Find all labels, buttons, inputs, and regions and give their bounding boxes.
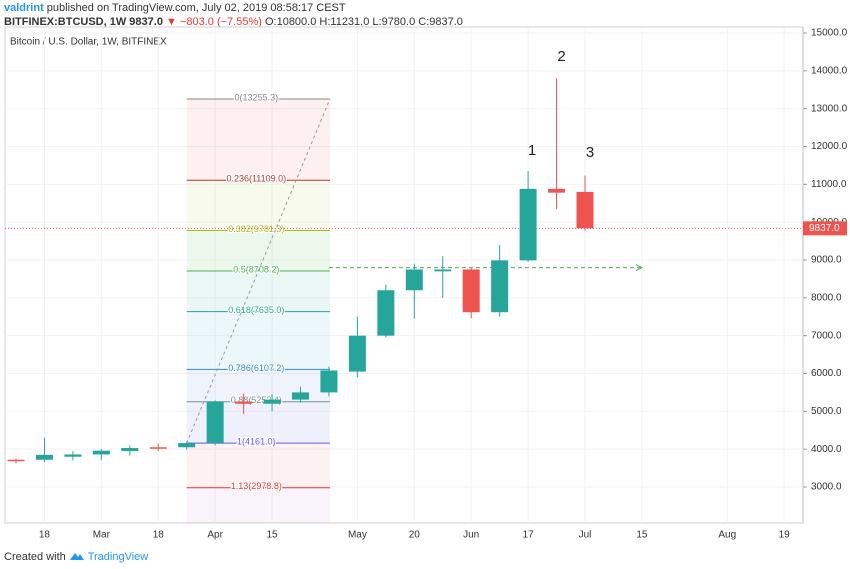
- x-tick-label: May: [348, 530, 367, 541]
- candle-body: [178, 443, 196, 448]
- candle-body: [292, 392, 309, 400]
- y-tick-label: 14000.0: [811, 65, 848, 76]
- fib-label: 0(13255.3): [235, 92, 279, 102]
- logo: [69, 553, 84, 560]
- created-with: Created with: [4, 551, 66, 563]
- y-tick-label: 7000.0: [811, 330, 842, 341]
- ohlc: O:10800.0 H:11231.0 L:9780.0 C:9837.0: [264, 16, 463, 28]
- fib-band: [186, 443, 330, 488]
- x-tick-label: Apr: [207, 530, 223, 541]
- x-tick-label: 15: [636, 530, 648, 541]
- fib-band: [186, 487, 330, 523]
- fib-label: 0.5(8708.2): [233, 264, 279, 274]
- x-tick-label: 18: [39, 530, 51, 541]
- x-tick-label: 19: [779, 530, 791, 541]
- y-tick-label: 15000.0: [811, 28, 848, 39]
- candle-body: [121, 448, 139, 452]
- candle-body: [35, 454, 53, 460]
- y-tick-label: 6000.0: [811, 368, 842, 379]
- y-tick-label: 3000.0: [811, 482, 842, 493]
- fib-band: [186, 230, 330, 272]
- fib-band: [186, 271, 330, 312]
- fib-band: [186, 99, 330, 181]
- change: ▼ −803.0 (−7.55%): [166, 16, 262, 28]
- symbol-line: BITFINEX:BTCUSD, 1W 9837.0 ▼ −803.0 (−7.…: [4, 16, 463, 28]
- x-tick-label: Aug: [718, 530, 736, 541]
- x-tick-label: 20: [409, 530, 421, 541]
- candle-body: [7, 459, 25, 462]
- fib-label: 0.382(9781.3): [228, 224, 284, 234]
- y-tick-label: 5000.0: [811, 406, 842, 417]
- candle-body: [235, 401, 253, 404]
- projection-arrowhead: [635, 264, 644, 272]
- fib-label: 1(4161.0): [237, 436, 276, 446]
- price: 9837.0: [129, 16, 163, 28]
- annotation: 1: [528, 142, 536, 159]
- fib-label: 0.236(11109.0): [226, 174, 286, 184]
- y-tick-label: 11000.0: [811, 179, 847, 190]
- y-tick-label: 8000.0: [811, 292, 842, 303]
- fib-label: 0.618(7635.0): [228, 305, 284, 315]
- y-tick-label: 13000.0: [811, 103, 848, 114]
- candle-body: [263, 399, 281, 404]
- candle-body: [348, 335, 366, 372]
- fib-label: 0.786(6107.2): [228, 363, 284, 373]
- x-tick-label: 17: [523, 530, 535, 541]
- author[interactable]: valdrint: [4, 2, 44, 14]
- fib-band: [186, 311, 330, 370]
- published: published on TradingView.com, July 02, 2…: [46, 2, 346, 14]
- candle-body: [377, 290, 395, 336]
- candle-body: [519, 188, 537, 261]
- x-tick-label: 15: [266, 530, 278, 541]
- fib-trend-line: [186, 98, 331, 444]
- x-tick-label: Jun: [463, 530, 479, 541]
- last-price-box: [803, 221, 847, 236]
- annotation: 2: [557, 48, 565, 65]
- candle-body: [405, 269, 423, 291]
- symbol: BITFINEX:BTCUSD, 1W: [4, 16, 127, 28]
- candle-body: [434, 269, 452, 272]
- candle-body: [576, 191, 594, 229]
- candle-body: [462, 269, 480, 313]
- fib-label: 1.13(2978.8): [231, 481, 282, 491]
- y-tick-label: 9000.0: [811, 255, 842, 266]
- candle-body: [149, 447, 167, 449]
- chart-title: Bitcoin / U.S. Dollar, 1W, BITFINEX: [10, 37, 167, 48]
- brand[interactable]: TradingView: [87, 551, 149, 563]
- footer: Created with TradingView: [4, 550, 148, 563]
- candle-body: [206, 401, 224, 444]
- annotation: 3: [586, 144, 594, 161]
- last-price-label: 9837.0: [809, 223, 840, 234]
- x-tick-label: Jul: [579, 530, 592, 541]
- candle-body: [320, 370, 338, 393]
- x-tick-label: 18: [153, 530, 165, 541]
- header-line: valdrint published on TradingView.com, J…: [4, 2, 346, 14]
- candle-body: [548, 188, 566, 193]
- fib-band: [186, 180, 330, 231]
- candle-body: [92, 450, 110, 455]
- candle-body: [491, 260, 509, 313]
- candle-body: [64, 454, 82, 457]
- x-tick-label: Mar: [93, 530, 111, 541]
- y-tick-label: 4000.0: [811, 444, 842, 455]
- y-tick-label: 12000.0: [811, 141, 848, 152]
